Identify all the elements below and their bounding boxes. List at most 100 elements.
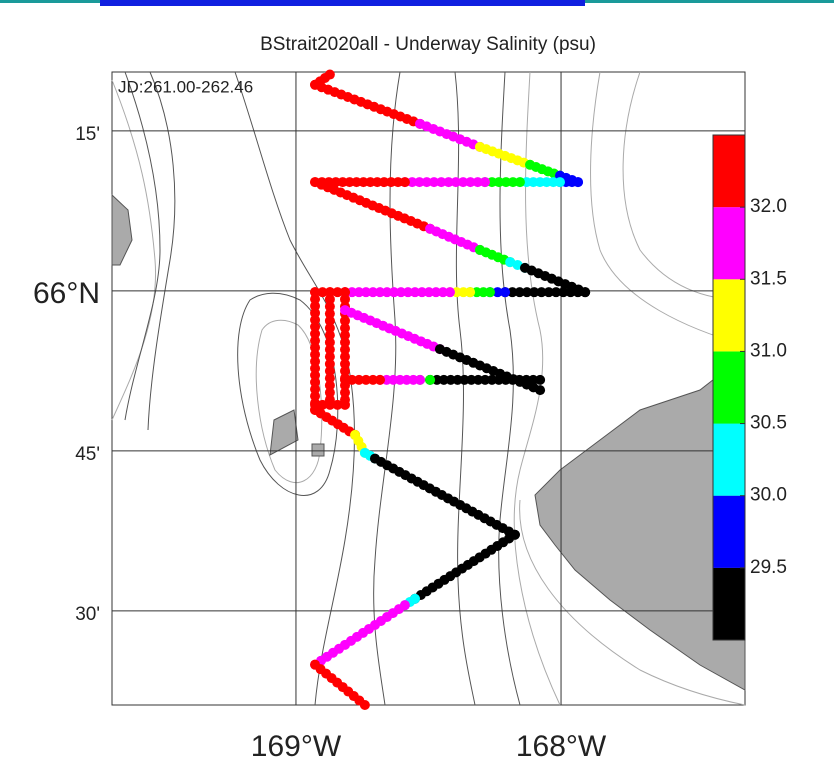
track-point	[529, 287, 540, 298]
track-point	[324, 358, 335, 369]
track-point	[430, 287, 441, 298]
track-point	[486, 374, 497, 385]
track-point	[492, 287, 503, 298]
track-point	[340, 399, 351, 410]
track-point	[340, 287, 351, 298]
track-point	[514, 374, 525, 385]
track-point	[514, 287, 525, 298]
track-point	[324, 294, 335, 305]
track-point	[558, 287, 569, 298]
track-point	[374, 287, 385, 298]
colorbar-bin	[713, 207, 745, 280]
track-point	[386, 177, 397, 188]
track-point	[367, 287, 378, 298]
colorbar-label: 31.0	[750, 340, 787, 361]
track-point	[536, 287, 547, 298]
lat-label: 30'	[75, 604, 100, 625]
track-point	[431, 374, 442, 385]
track-point	[543, 287, 554, 298]
track-point	[340, 387, 351, 398]
track-point	[379, 177, 390, 188]
track-point	[450, 177, 461, 188]
track-point	[399, 177, 410, 188]
lat-label: 15'	[75, 124, 100, 145]
track-point	[465, 177, 476, 188]
track-point	[507, 374, 518, 385]
track-segment	[340, 287, 455, 298]
basemap	[111, 71, 746, 706]
track-point	[425, 374, 436, 385]
track-point	[310, 328, 321, 339]
top-banner	[100, 0, 585, 6]
track-point	[340, 315, 351, 326]
track-point	[507, 177, 518, 188]
track-point	[340, 294, 351, 305]
track-point	[472, 177, 483, 188]
track-point	[324, 308, 335, 319]
track-segment	[324, 287, 335, 405]
track-point	[324, 351, 335, 362]
track-point	[340, 344, 351, 355]
track-segment	[500, 287, 591, 298]
track-point	[324, 287, 335, 298]
track-point	[367, 374, 378, 385]
track-point	[423, 287, 434, 298]
colorbar: 29.5 30.0 30.5 31.0 31.5 32.0	[712, 134, 787, 641]
track-point	[359, 700, 370, 710]
track-point	[330, 177, 341, 188]
track-point	[360, 374, 371, 385]
track-point	[310, 342, 321, 353]
track-point	[324, 387, 335, 398]
track-segment	[425, 374, 546, 385]
track-point	[340, 323, 351, 334]
track-point	[436, 177, 447, 188]
track-point	[580, 287, 591, 298]
time-range: JD:261.00-262.46	[118, 77, 253, 96]
track-point	[346, 287, 357, 298]
track-point	[458, 177, 469, 188]
contour	[454, 71, 476, 706]
track-point	[310, 321, 321, 332]
track-point	[351, 177, 362, 188]
lat-label: 45'	[75, 444, 100, 465]
track-segment	[310, 287, 321, 415]
axis-labels: 169°W 168°W 15' 66°N 45' 30'	[33, 124, 607, 763]
land	[111, 193, 133, 266]
track-point	[444, 287, 455, 298]
track-point	[466, 374, 477, 385]
track-point	[565, 287, 576, 298]
track-point	[402, 287, 413, 298]
track-point	[324, 323, 335, 334]
track-point	[324, 344, 335, 355]
colorbar-bin	[713, 135, 745, 208]
track-point	[407, 177, 418, 188]
track-point	[429, 177, 440, 188]
track-point	[500, 287, 511, 298]
track-point	[528, 374, 539, 385]
colorbar-bin	[713, 567, 745, 640]
track-point	[310, 370, 321, 381]
lon-label: 168°W	[516, 730, 607, 763]
track-point	[324, 330, 335, 341]
track-point	[310, 294, 321, 305]
track-point	[324, 373, 335, 384]
lat-label: 66°N	[33, 277, 100, 310]
track-point	[324, 301, 335, 312]
track-point	[353, 374, 364, 385]
track-point	[310, 391, 321, 402]
colorbar-label: 30.0	[750, 485, 787, 506]
track-point	[493, 177, 504, 188]
track-point	[521, 287, 532, 298]
contour	[237, 292, 339, 496]
track-point	[310, 287, 321, 298]
track-point	[310, 384, 321, 395]
track-point	[480, 374, 491, 385]
track-point	[486, 177, 497, 188]
track-point	[535, 374, 546, 385]
colorbar-label: 29.5	[750, 557, 787, 578]
track-point	[324, 380, 335, 391]
track-point	[500, 374, 511, 385]
colorbar-bin	[713, 351, 745, 424]
track-point	[507, 287, 518, 298]
track-point	[437, 287, 448, 298]
